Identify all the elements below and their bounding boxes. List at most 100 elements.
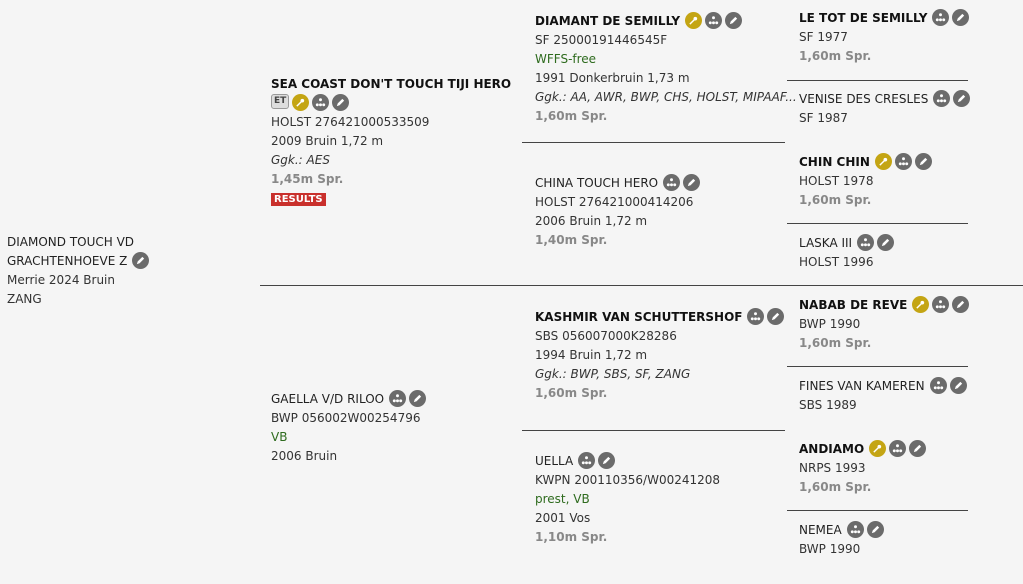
horse-detail: BWP 1990 (799, 317, 861, 331)
subject-info: Merrie 2024 Bruin (7, 273, 115, 287)
subject-horse: DIAMOND TOUCH VD GRACHTENHOEVE Z Merrie … (7, 233, 150, 309)
horse-name[interactable]: DIAMANT DE SEMILLY (535, 14, 681, 28)
divider (787, 80, 968, 81)
pencil-icon[interactable] (952, 9, 970, 26)
horse-detail: Ggk.: AA, AWR, BWP, CHS, HOLST, MIPAAF..… (535, 90, 797, 104)
horse-ss: DIAMANT DE SEMILLY SF 25000191446545F WFFS… (535, 12, 797, 126)
horse-name[interactable]: NEMEA (799, 523, 842, 537)
divider (522, 142, 785, 143)
horse-detail: 1,45m Spr. (271, 172, 344, 186)
subject-name-line2[interactable]: GRACHTENHOEVE Z (7, 254, 128, 268)
horse-detail: 1,60m Spr. (799, 480, 872, 494)
horse-detail: prest, VB (535, 492, 590, 506)
horse-sss: LE TOT DE SEMILLY SF 1977 1,60m Spr. (799, 9, 970, 66)
horse-detail: HOLST 1978 (799, 174, 874, 188)
horse-ssd: VENISE DES CRESLES SF 1987 (799, 90, 971, 128)
horse-name[interactable]: VENISE DES CRESLES (799, 92, 929, 106)
pencil-icon[interactable] (767, 308, 785, 325)
pedigree-tree-icon[interactable] (929, 377, 947, 394)
key-icon[interactable] (292, 94, 310, 111)
horse-name[interactable]: KASHMIR VAN SCHUTTERSHOF (535, 310, 743, 324)
horse-name[interactable]: CHINA TOUCH HERO (535, 176, 659, 190)
horse-name[interactable]: FINES VAN KAMEREN (799, 379, 925, 393)
horse-name[interactable]: UELLA (535, 454, 574, 468)
pedigree-tree-icon[interactable] (889, 440, 907, 457)
horse-detail: 1,60m Spr. (535, 386, 608, 400)
pencil-icon[interactable] (132, 252, 150, 269)
horse-detail: SBS 1989 (799, 398, 857, 412)
horse-detail: HOLST 1996 (799, 255, 874, 269)
pencil-icon[interactable] (683, 174, 701, 191)
horse-detail: BWP 1990 (799, 542, 861, 556)
horse-ddd: NEMEA BWP 1990 (799, 521, 884, 559)
pencil-icon[interactable] (953, 90, 971, 107)
divider (787, 223, 968, 224)
horse-detail: 1,40m Spr. (535, 233, 608, 247)
horse-detail: SF 1977 (799, 30, 848, 44)
pedigree-tree-icon[interactable] (932, 296, 950, 313)
pencil-icon[interactable] (409, 390, 427, 407)
key-icon[interactable] (685, 12, 703, 29)
pedigree-tree-icon[interactable] (663, 174, 681, 191)
horse-detail: 2006 Bruin (271, 449, 338, 463)
horse-sdd: LASKA III HOLST 1996 (799, 234, 895, 272)
subject-studbook: ZANG (7, 292, 42, 306)
horse-name[interactable]: GAELLA V/D RILOO (271, 392, 385, 406)
horse-detail: SBS 056007000K28286 (535, 329, 677, 343)
horse-detail: 1,10m Spr. (535, 530, 608, 544)
pedigree-tree-icon[interactable] (846, 521, 864, 538)
pedigree-tree-icon[interactable] (857, 234, 875, 251)
horse-detail: 1,60m Spr. (799, 336, 872, 350)
divider (522, 430, 785, 431)
horse-detail: NRPS 1993 (799, 461, 866, 475)
pedigree-tree-icon[interactable] (933, 90, 951, 107)
pencil-icon[interactable] (914, 153, 932, 170)
horse-detail: 1994 Bruin 1,72 m (535, 348, 648, 362)
key-icon[interactable] (912, 296, 930, 313)
horse-detail: SF 25000191446545F (535, 33, 668, 47)
horse-name[interactable]: LASKA III (799, 236, 853, 250)
pencil-icon[interactable] (866, 521, 884, 538)
horse-name[interactable]: NABAB DE REVE (799, 298, 908, 312)
horse-detail: Ggk.: AES (271, 153, 330, 167)
horse-detail: HOLST 276421000414206 (535, 195, 694, 209)
pedigree-tree-icon[interactable] (578, 452, 596, 469)
horse-detail: BWP 056002W00254796 (271, 411, 421, 425)
horse-detail: KWPN 200110356/W00241208 (535, 473, 721, 487)
pencil-icon[interactable] (949, 377, 967, 394)
pencil-icon[interactable] (877, 234, 895, 251)
horse-detail: WFFS-free (535, 52, 597, 66)
pedigree-tree-icon[interactable] (389, 390, 407, 407)
horse-detail: 1,60m Spr. (799, 49, 872, 63)
horse-name[interactable]: LE TOT DE SEMILLY (799, 11, 928, 25)
horse-ds: KASHMIR VAN SCHUTTERSHOF SBS 056007000K28… (535, 308, 785, 403)
pedigree-tree-icon[interactable] (705, 12, 723, 29)
pedigree-tree-icon[interactable] (894, 153, 912, 170)
pencil-icon[interactable] (952, 296, 970, 313)
horse-detail: Ggk.: BWP, SBS, SF, ZANG (535, 367, 691, 381)
horse-detail: 2001 Vos (535, 511, 591, 525)
subject-name-line1[interactable]: DIAMOND TOUCH VD (7, 235, 135, 249)
horse-dd: UELLA KWPN 200110356/W00241208 prest, VB 20… (535, 452, 720, 547)
horse-name[interactable]: SEA COAST DON'T TOUCH TIJI HERO (271, 77, 512, 91)
key-icon[interactable] (869, 440, 887, 457)
pedigree-tree-icon[interactable] (932, 9, 950, 26)
horse-sds: CHIN CHIN HOLST 1978 1,60m Spr. (799, 153, 932, 210)
pedigree-tree-icon[interactable] (312, 94, 330, 111)
horse-dds: ANDIAMO NRPS 1993 1,60m Spr. (799, 440, 927, 497)
pencil-icon[interactable] (725, 12, 743, 29)
horse-dsd: FINES VAN KAMEREN SBS 1989 (799, 377, 967, 415)
horse-detail: 1991 Donkerbruin 1,73 m (535, 71, 690, 85)
pedigree-tree-icon[interactable] (747, 308, 765, 325)
pencil-icon[interactable] (909, 440, 927, 457)
horse-sd: CHINA TOUCH HERO HOLST 276421000414206 200… (535, 174, 701, 250)
pencil-icon[interactable] (598, 452, 616, 469)
pencil-icon[interactable] (332, 94, 350, 111)
horse-dam: GAELLA V/D RILOO BWP 056002W00254796 VB 200… (271, 390, 427, 466)
horse-name[interactable]: CHIN CHIN (799, 155, 870, 169)
key-icon[interactable] (874, 153, 892, 170)
horse-detail: 2006 Bruin 1,72 m (535, 214, 648, 228)
horse-name[interactable]: ANDIAMO (799, 442, 865, 456)
results-button[interactable]: RESULTS (271, 193, 326, 206)
horse-detail: 1,60m Spr. (535, 109, 608, 123)
